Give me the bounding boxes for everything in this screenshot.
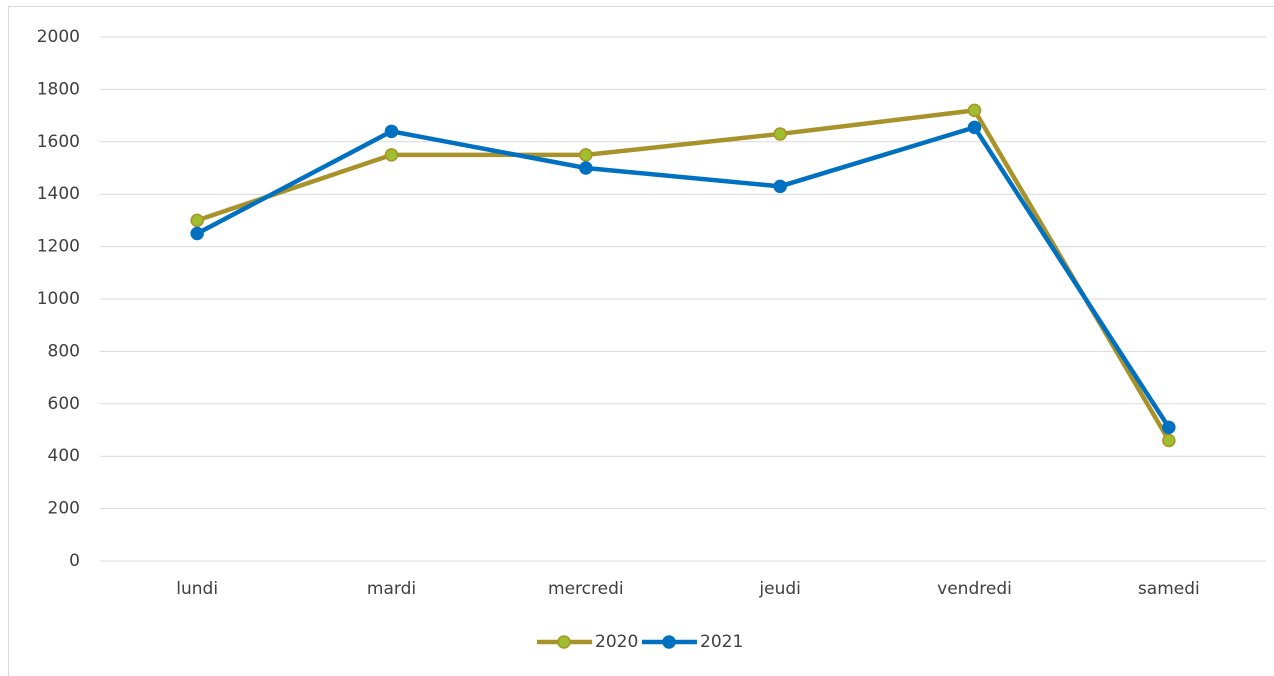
marker bbox=[190, 213, 204, 228]
y-tick-label: 600 bbox=[48, 394, 80, 414]
legend-label: 2020 bbox=[595, 632, 638, 652]
marker bbox=[190, 226, 204, 241]
marker bbox=[579, 148, 593, 162]
legend-marker bbox=[557, 635, 571, 649]
line-series bbox=[196, 108, 1171, 442]
line-series bbox=[196, 125, 1171, 429]
y-tick-label: 1400 bbox=[37, 184, 80, 204]
marker bbox=[773, 127, 787, 141]
x-tick-label: jeudi bbox=[758, 579, 800, 599]
marker bbox=[384, 124, 399, 139]
y-tick-label: 400 bbox=[48, 446, 80, 466]
y-tick-label: 1000 bbox=[37, 289, 80, 309]
x-tick-label: samedi bbox=[1138, 579, 1200, 599]
y-tick-label: 1800 bbox=[37, 79, 80, 99]
legend-marker bbox=[662, 635, 676, 649]
y-tick-label: 2000 bbox=[37, 27, 80, 47]
x-tick-label: mardi bbox=[367, 579, 416, 599]
chart-frame bbox=[8, 6, 1274, 676]
marker bbox=[967, 120, 982, 135]
y-tick-label: 1600 bbox=[37, 132, 80, 152]
x-tick-label: lundi bbox=[176, 579, 218, 599]
marker bbox=[384, 148, 399, 162]
y-tick-label: 0 bbox=[69, 551, 80, 571]
marker bbox=[1162, 420, 1176, 435]
y-tick-label: 200 bbox=[48, 499, 80, 519]
marker bbox=[967, 103, 982, 118]
marker bbox=[1162, 433, 1176, 448]
marker bbox=[773, 179, 787, 194]
x-tick-label: mercredi bbox=[548, 579, 624, 599]
legend-label: 2021 bbox=[700, 632, 743, 652]
x-tick-label: vendredi bbox=[937, 579, 1012, 599]
y-tick-label: 1200 bbox=[37, 237, 80, 257]
y-tick-label: 800 bbox=[48, 341, 80, 361]
marker bbox=[579, 161, 593, 175]
